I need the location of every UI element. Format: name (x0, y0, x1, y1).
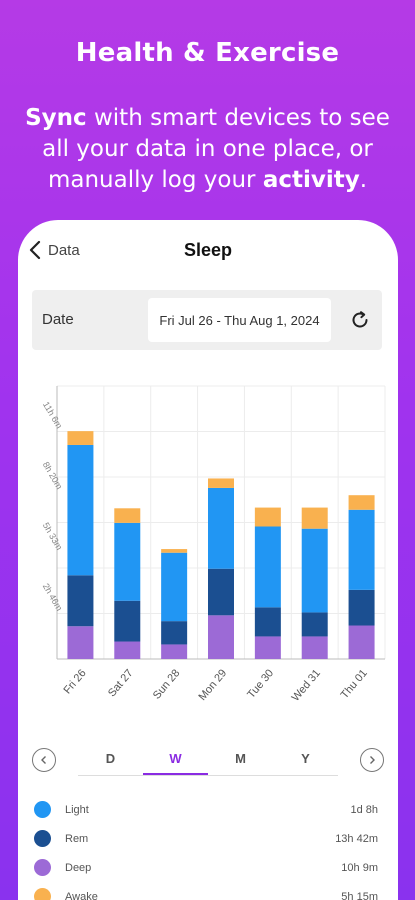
bar-awake (67, 431, 94, 445)
legend-label: Deep (65, 861, 92, 874)
y-tick-label: 8h 20m (41, 460, 65, 491)
legend-swatch (34, 801, 51, 818)
back-button[interactable]: Data (28, 240, 80, 260)
refresh-icon[interactable] (348, 308, 372, 332)
bar-light (348, 509, 375, 590)
chevron-left-icon (41, 756, 46, 764)
bar-light (161, 552, 188, 622)
hero-title: Health & Exercise (75, 38, 340, 68)
x-tick-label: Thu 01 (339, 667, 370, 701)
legend-label: Rem (65, 832, 89, 845)
phone-screen: Data Sleep Date Fri Jul 26 - Thu Aug 1, … (18, 220, 398, 900)
bar-awake (348, 495, 375, 510)
bar-rem (254, 607, 281, 637)
bar-rem (348, 589, 375, 626)
legend-item-light: Light 1d 8h (32, 795, 382, 824)
bar-deep (348, 625, 375, 659)
chevron-left-icon (29, 240, 41, 260)
hero-activity-word: activity (262, 167, 360, 193)
bar-rem (161, 621, 188, 645)
bar-awake (161, 549, 188, 553)
legend-swatch (34, 830, 51, 847)
sleep-legend: Light 1d 8h Rem 13h 42m Deep 10h 9m Awake 5h 15… (32, 795, 382, 900)
page-title: Sleep (183, 240, 233, 260)
date-panel: Date Fri Jul 26 - Thu Aug 1, 2024 (32, 290, 382, 350)
bar-awake (301, 507, 328, 529)
bar-awake (254, 507, 281, 527)
tab-m[interactable]: M (235, 751, 246, 766)
previous-period-button[interactable] (32, 748, 56, 772)
bar-deep (208, 615, 234, 659)
bar-rem (208, 568, 234, 616)
bar-rem (301, 612, 328, 637)
chevron-right-icon (370, 756, 375, 764)
hero-sub-text: with smart devices to see all your data … (42, 105, 390, 193)
bar-deep (254, 636, 281, 659)
date-range-picker[interactable]: Fri Jul 26 - Thu Aug 1, 2024 (148, 298, 331, 342)
bar-deep (161, 644, 188, 659)
legend-item-deep: Deep 10h 9m (32, 853, 382, 882)
sleep-chart: 11h 6m 8h 20m 5h 33m 2h 46m Fri 26 Sat 27 Sun … (28, 380, 388, 710)
bar-light (114, 522, 141, 601)
legend-value: 1d 8h (350, 803, 378, 816)
legend-value: 13h 42m (335, 832, 378, 845)
legend-swatch (34, 859, 51, 876)
x-tick-label: Wed 31 (290, 667, 323, 704)
x-tick-label: Sat 27 (106, 667, 136, 699)
tab-w[interactable]: W (143, 746, 208, 775)
bar-light (301, 528, 328, 613)
x-tick-label: Tue 30 (245, 667, 276, 701)
date-label: Date (42, 311, 74, 328)
legend-value: 10h 9m (341, 861, 378, 874)
bar-deep (67, 626, 94, 659)
bar-deep (301, 636, 328, 659)
y-tick-label: 2h 46m (41, 582, 65, 613)
x-tick-label: Fri 26 (61, 667, 88, 696)
bar-light (208, 487, 234, 569)
x-tick-label: Mon 29 (197, 667, 230, 703)
hero-subtitle: Sync with smart devices to see all your … (18, 103, 397, 196)
bar-light (67, 444, 94, 576)
bar-rem (67, 575, 94, 627)
legend-item-rem: Rem 13h 42m (32, 824, 382, 853)
nav-bar: Data Sleep (18, 238, 398, 268)
legend-swatch (34, 888, 51, 900)
legend-value: 5h 15m (341, 890, 378, 900)
hero-sync-word: Sync (25, 105, 87, 131)
bar-light (254, 526, 281, 608)
x-tick-label: Sun 28 (151, 667, 183, 701)
next-period-button[interactable] (360, 748, 384, 772)
bar-deep (114, 641, 141, 659)
tab-y[interactable]: Y (301, 751, 310, 766)
y-tick-label: 5h 33m (41, 521, 65, 552)
back-label: Data (48, 241, 80, 259)
legend-label: Awake (65, 890, 98, 900)
bar-awake (114, 508, 141, 523)
tab-d[interactable]: D (105, 751, 116, 766)
legend-label: Light (65, 803, 89, 816)
hero-sub-end: . (359, 167, 368, 193)
y-tick-label: 11h 6m (41, 400, 64, 430)
bar-awake (208, 478, 234, 488)
legend-item-awake: Awake 5h 15m (32, 882, 382, 900)
bar-rem (114, 600, 141, 642)
sleep-bar-chart: 11h 6m 8h 20m 5h 33m 2h 46m Fri 26 Sat 27 Sun … (41, 385, 386, 704)
